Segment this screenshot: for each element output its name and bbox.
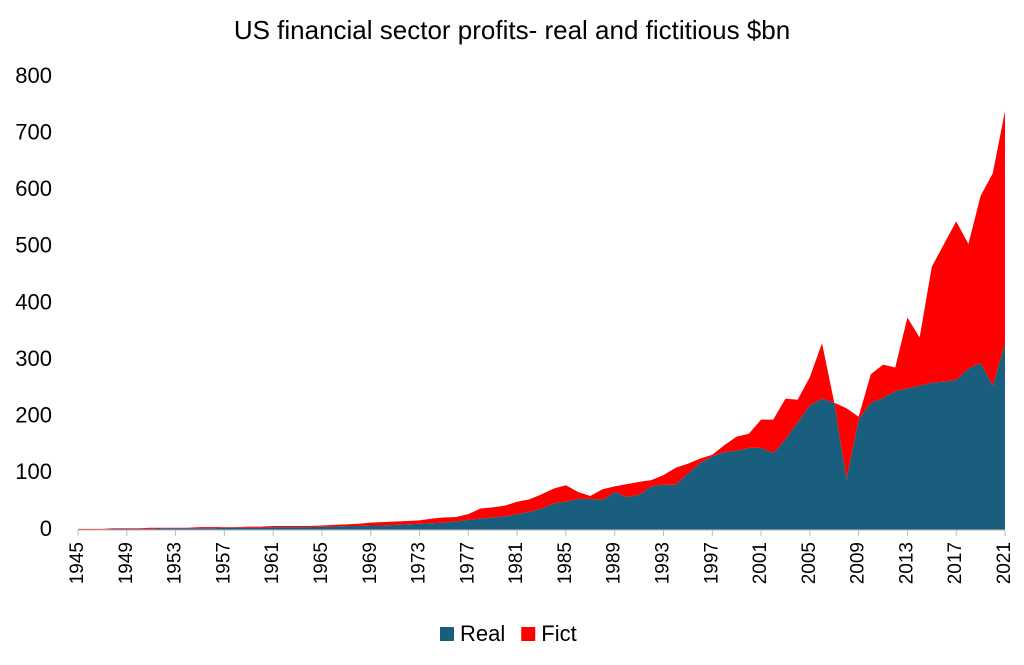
x-tick-label: 2013 xyxy=(896,542,917,584)
y-tick-label: 0 xyxy=(40,516,52,541)
legend-label: Real xyxy=(460,621,505,646)
x-tick-label: 2005 xyxy=(799,542,820,584)
x-tick-label: 1949 xyxy=(116,542,137,584)
y-tick-label: 100 xyxy=(15,459,52,484)
y-tick-label: 200 xyxy=(15,403,52,428)
x-tick-label: 1997 xyxy=(701,542,722,584)
x-tick-label: 1977 xyxy=(457,542,478,584)
y-tick-label: 400 xyxy=(15,289,52,314)
y-tick-label: 500 xyxy=(15,233,52,258)
x-tick-label: 2021 xyxy=(994,542,1015,584)
x-tick-label: 1993 xyxy=(652,542,673,584)
x-tick-label: 1953 xyxy=(165,542,186,584)
y-tick-label: 700 xyxy=(15,119,52,144)
y-tick-label: 800 xyxy=(15,63,52,88)
y-tick-label: 300 xyxy=(15,346,52,371)
x-tick-label: 1969 xyxy=(360,542,381,584)
x-tick-label: 1957 xyxy=(213,542,234,584)
legend-swatch xyxy=(521,627,536,641)
y-tick-label: 600 xyxy=(15,176,52,201)
x-tick-label: 1989 xyxy=(604,542,625,584)
x-tick-label: 1985 xyxy=(555,542,576,584)
legend-swatch xyxy=(440,627,454,641)
x-tick-label: 2001 xyxy=(750,542,771,584)
x-tick-label: 1981 xyxy=(506,542,527,584)
x-tick-label: 1965 xyxy=(311,542,332,584)
x-tick-label: 1973 xyxy=(409,542,430,584)
x-tick-label: 1945 xyxy=(67,542,88,584)
area xyxy=(78,343,1005,530)
legend-label: Fict xyxy=(541,621,576,646)
x-tick-label: 1961 xyxy=(262,542,283,584)
x-tick-label: 2017 xyxy=(945,542,966,584)
x-tick-label: 2009 xyxy=(848,542,869,584)
area xyxy=(78,110,1005,530)
chart-title: US financial sector profits- real and fi… xyxy=(234,15,790,45)
